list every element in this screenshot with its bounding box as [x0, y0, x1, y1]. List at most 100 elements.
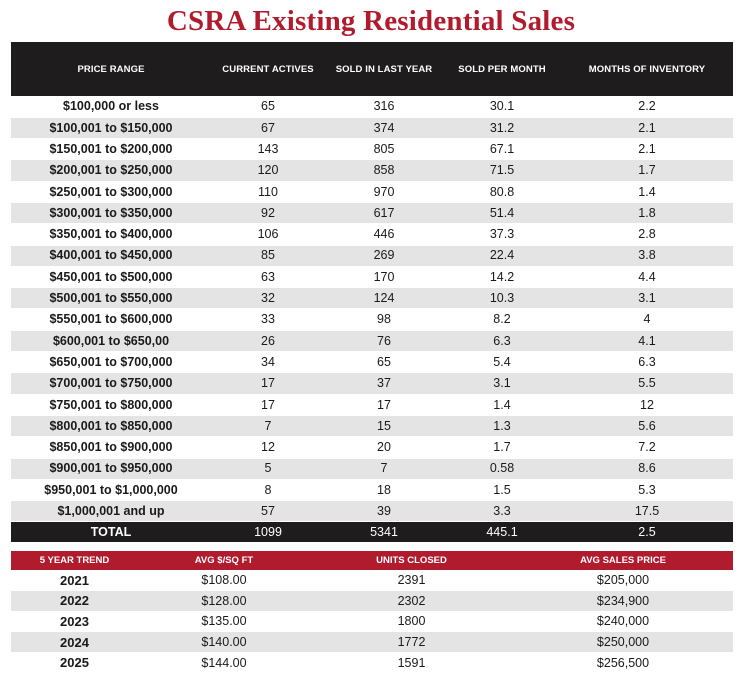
- cell-current-actives: 32: [211, 287, 325, 310]
- cell-current-actives: 26: [211, 330, 325, 353]
- total-months-of-inventory: 2.5: [561, 521, 733, 544]
- cell-current-actives: 34: [211, 351, 325, 374]
- cell-price-range: $450,001 to $500,000: [11, 266, 211, 289]
- cell-months-of-inventory: 4.1: [561, 330, 733, 353]
- cell-price-range: $950,001 to $1,000,000: [11, 479, 211, 502]
- table-row: $250,001 to $300,000 110 970 80.8 1.4: [11, 181, 733, 203]
- cell-current-actives: 33: [211, 308, 325, 331]
- cell-months-of-inventory: 3.8: [561, 245, 733, 267]
- header-price-range: PRICE RANGE: [11, 42, 211, 96]
- cell-months-of-inventory: 8.6: [561, 458, 733, 480]
- cell-sold-last-year: 15: [325, 415, 443, 438]
- cell-sold-per-month: 31.2: [443, 117, 561, 140]
- page-title: CSRA Existing Residential Sales: [166, 5, 576, 37]
- cell-sold-last-year: 20: [325, 436, 443, 459]
- cell-price-range: $750,001 to $800,000: [11, 394, 211, 416]
- table-row: $150,001 to $200,000 143 805 67.1 2.1: [11, 138, 733, 161]
- trend-cell-year: 2023: [11, 611, 138, 633]
- cell-sold-per-month: 71.5: [443, 159, 561, 182]
- table-row: $100,000 or less 65 316 30.1 2.2: [11, 96, 733, 118]
- cell-sold-last-year: 269: [325, 245, 443, 267]
- trend-cell-avg-price-per-sqft: $140.00: [138, 631, 310, 653]
- cell-sold-last-year: 858: [325, 159, 443, 182]
- cell-price-range: $550,001 to $600,000: [11, 308, 211, 331]
- cell-price-range: $250,001 to $300,000: [11, 181, 211, 203]
- cell-sold-last-year: 76: [325, 330, 443, 353]
- trend-cell-avg-sales-price: $256,500: [513, 652, 733, 674]
- trend-cell-year: 2022: [11, 590, 138, 612]
- cell-months-of-inventory: 2.1: [561, 117, 733, 140]
- trend-row: 2025 $144.00 1591 $256,500: [11, 652, 733, 674]
- cell-months-of-inventory: 6.3: [561, 351, 733, 374]
- cell-sold-last-year: 37: [325, 372, 443, 395]
- cell-sold-per-month: 1.3: [443, 415, 561, 438]
- cell-months-of-inventory: 4.4: [561, 266, 733, 289]
- five-year-trend-table: 5 YEAR TREND AVG $/SQ FT UNITS CLOSED AVG S…: [11, 551, 733, 674]
- cell-price-range: $100,001 to $150,000: [11, 117, 211, 140]
- cell-sold-last-year: 805: [325, 138, 443, 161]
- cell-sold-last-year: 98: [325, 308, 443, 331]
- cell-months-of-inventory: 5.6: [561, 415, 733, 438]
- cell-current-actives: 110: [211, 181, 325, 203]
- trend-cell-avg-sales-price: $234,900: [513, 590, 733, 612]
- cell-sold-per-month: 22.4: [443, 245, 561, 267]
- cell-sold-last-year: 970: [325, 181, 443, 203]
- cell-months-of-inventory: 7.2: [561, 436, 733, 459]
- cell-current-actives: 7: [211, 415, 325, 438]
- trend-cell-year: 2025: [11, 652, 138, 674]
- cell-sold-per-month: 1.4: [443, 394, 561, 416]
- cell-months-of-inventory: 1.8: [561, 202, 733, 225]
- trend-row: 2021 $108.00 2391 $205,000: [11, 570, 733, 592]
- cell-current-actives: 120: [211, 159, 325, 182]
- cell-sold-last-year: 18: [325, 479, 443, 502]
- table-row: $450,001 to $500,000 63 170 14.2 4.4: [11, 266, 733, 289]
- cell-price-range: $350,001 to $400,000: [11, 223, 211, 246]
- cell-sold-per-month: 0.58: [443, 458, 561, 480]
- cell-sold-per-month: 14.2: [443, 266, 561, 289]
- trend-row: 2024 $140.00 1772 $250,000: [11, 631, 733, 653]
- cell-current-actives: 8: [211, 479, 325, 502]
- cell-price-range: $150,001 to $200,000: [11, 138, 211, 161]
- trend-cell-units-closed: 2391: [310, 570, 513, 592]
- cell-price-range: $1,000,001 and up: [11, 500, 211, 523]
- trend-cell-avg-price-per-sqft: $144.00: [138, 652, 310, 674]
- trend-cell-units-closed: 2302: [310, 590, 513, 612]
- cell-current-actives: 65: [211, 96, 325, 118]
- cell-months-of-inventory: 1.7: [561, 159, 733, 182]
- trend-cell-avg-price-per-sqft: $108.00: [138, 570, 310, 592]
- trend-cell-year: 2021: [11, 570, 138, 592]
- header-months-of-inventory: MONTHS OF INVENTORY: [561, 42, 733, 96]
- table-row: $300,001 to $350,000 92 617 51.4 1.8: [11, 202, 733, 225]
- cell-sold-last-year: 17: [325, 394, 443, 416]
- table-row: $600,001 to $650,00 26 76 6.3 4.1: [11, 330, 733, 353]
- cell-months-of-inventory: 1.4: [561, 181, 733, 203]
- cell-price-range: $400,001 to $450,000: [11, 245, 211, 267]
- cell-sold-per-month: 30.1: [443, 96, 561, 118]
- header-current-actives: CURRENT ACTIVES: [211, 42, 325, 96]
- sales-table-body: $100,000 or less 65 316 30.1 2.2 $100,001 to …: [11, 96, 733, 523]
- table-row: $800,001 to $850,000 7 15 1.3 5.6: [11, 415, 733, 438]
- cell-price-range: $500,001 to $550,000: [11, 287, 211, 310]
- trend-cell-units-closed: 1800: [310, 611, 513, 633]
- cell-sold-last-year: 617: [325, 202, 443, 225]
- table-row: $100,001 to $150,000 67 374 31.2 2.1: [11, 117, 733, 140]
- cell-sold-last-year: 124: [325, 287, 443, 310]
- table-row: $200,001 to $250,000 120 858 71.5 1.7: [11, 159, 733, 182]
- table-row: $400,001 to $450,000 85 269 22.4 3.8: [11, 245, 733, 267]
- cell-current-actives: 63: [211, 266, 325, 289]
- cell-price-range: $800,001 to $850,000: [11, 415, 211, 438]
- cell-sold-last-year: 316: [325, 96, 443, 118]
- cell-months-of-inventory: 12: [561, 394, 733, 416]
- cell-price-range: $300,001 to $350,000: [11, 202, 211, 225]
- table-row: $950,001 to $1,000,000 8 18 1.5 5.3: [11, 479, 733, 502]
- cell-sold-per-month: 37.3: [443, 223, 561, 246]
- trend-header-avg-price-per-sqft: AVG $/SQ FT: [138, 551, 310, 570]
- cell-sold-per-month: 6.3: [443, 330, 561, 353]
- cell-current-actives: 143: [211, 138, 325, 161]
- cell-price-range: $700,001 to $750,000: [11, 372, 211, 395]
- cell-sold-per-month: 5.4: [443, 351, 561, 374]
- cell-sold-last-year: 446: [325, 223, 443, 246]
- trend-row: 2023 $135.00 1800 $240,000: [11, 611, 733, 633]
- cell-sold-last-year: 170: [325, 266, 443, 289]
- cell-months-of-inventory: 5.5: [561, 372, 733, 395]
